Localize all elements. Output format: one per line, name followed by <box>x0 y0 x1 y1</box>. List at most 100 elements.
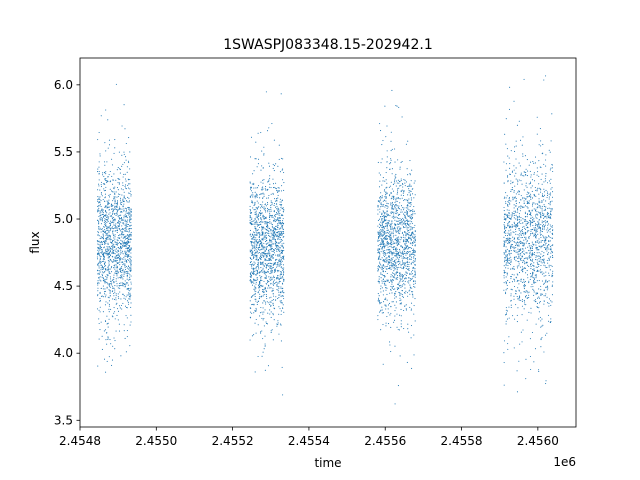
data-point <box>403 227 405 229</box>
data-point <box>267 263 269 265</box>
data-point <box>413 283 415 285</box>
data-point <box>392 279 395 281</box>
data-point <box>530 229 532 231</box>
data-point <box>381 204 383 206</box>
data-point <box>117 310 120 312</box>
data-point <box>108 318 110 320</box>
data-point <box>102 216 104 218</box>
data-point <box>514 175 516 177</box>
data-point <box>384 189 386 191</box>
data-point <box>255 206 257 208</box>
data-point <box>514 228 517 230</box>
data-point <box>116 259 118 262</box>
data-point <box>121 265 123 268</box>
data-point <box>542 214 544 216</box>
data-point <box>129 249 131 251</box>
data-point <box>503 265 505 267</box>
data-point <box>281 307 284 309</box>
data-point <box>547 207 549 209</box>
data-point <box>251 201 253 203</box>
data-point <box>540 289 542 291</box>
data-point <box>383 199 386 201</box>
data-point <box>377 161 379 163</box>
data-point <box>387 249 389 251</box>
data-point <box>108 256 110 258</box>
data-point <box>399 230 401 232</box>
data-point <box>526 258 529 260</box>
data-point <box>396 274 398 277</box>
data-point <box>283 311 285 313</box>
data-point <box>407 199 409 201</box>
data-point <box>377 245 379 247</box>
data-point <box>382 251 384 253</box>
data-point <box>280 206 282 209</box>
data-point <box>401 278 403 280</box>
data-point <box>249 181 251 183</box>
data-point <box>105 235 107 237</box>
data-point <box>116 211 118 213</box>
data-point <box>379 310 382 312</box>
data-point <box>112 228 114 230</box>
data-point <box>261 204 263 206</box>
data-point <box>260 279 262 282</box>
data-point <box>540 241 542 243</box>
data-point <box>393 266 396 268</box>
data-point <box>107 180 109 182</box>
data-point <box>405 267 407 270</box>
data-point <box>539 227 541 229</box>
data-point <box>260 221 262 223</box>
data-point <box>536 174 538 176</box>
data-point <box>515 218 517 220</box>
data-point <box>382 263 384 266</box>
data-point <box>409 217 411 219</box>
data-point <box>533 229 535 232</box>
data-point <box>547 262 549 264</box>
data-point <box>383 255 386 258</box>
data-point <box>102 254 105 256</box>
data-point <box>108 300 110 302</box>
data-point <box>261 205 263 207</box>
data-point <box>265 263 267 265</box>
data-point <box>405 199 407 201</box>
data-point <box>112 290 114 292</box>
data-point <box>116 251 118 253</box>
data-point <box>105 171 107 173</box>
data-point <box>386 235 388 237</box>
data-point <box>252 238 254 241</box>
data-point <box>113 188 115 190</box>
data-point <box>130 258 132 260</box>
data-point <box>276 323 278 325</box>
data-point <box>266 246 268 248</box>
data-point <box>281 295 283 297</box>
data-point <box>267 287 269 289</box>
data-point <box>507 204 509 206</box>
data-point <box>118 193 120 195</box>
data-point <box>542 255 544 257</box>
data-point <box>380 272 382 274</box>
data-point <box>262 292 264 294</box>
data-point <box>113 281 115 283</box>
data-point <box>263 236 265 238</box>
data-point <box>386 223 388 225</box>
data-point <box>115 230 117 232</box>
data-point <box>254 310 256 312</box>
data-point <box>524 285 526 287</box>
data-point <box>111 252 113 254</box>
data-point <box>414 245 416 247</box>
data-point <box>398 255 400 257</box>
data-point <box>410 190 412 192</box>
data-point <box>124 245 126 247</box>
data-point <box>523 245 525 247</box>
data-point <box>413 354 415 356</box>
data-point <box>544 295 546 297</box>
data-point <box>385 322 387 324</box>
data-point <box>277 194 279 196</box>
data-point <box>249 211 251 213</box>
data-point <box>279 260 281 262</box>
data-point <box>114 208 116 210</box>
data-point <box>386 265 388 267</box>
data-point <box>538 260 540 262</box>
data-point <box>378 281 380 283</box>
data-point <box>109 241 111 243</box>
data-point <box>386 252 389 254</box>
